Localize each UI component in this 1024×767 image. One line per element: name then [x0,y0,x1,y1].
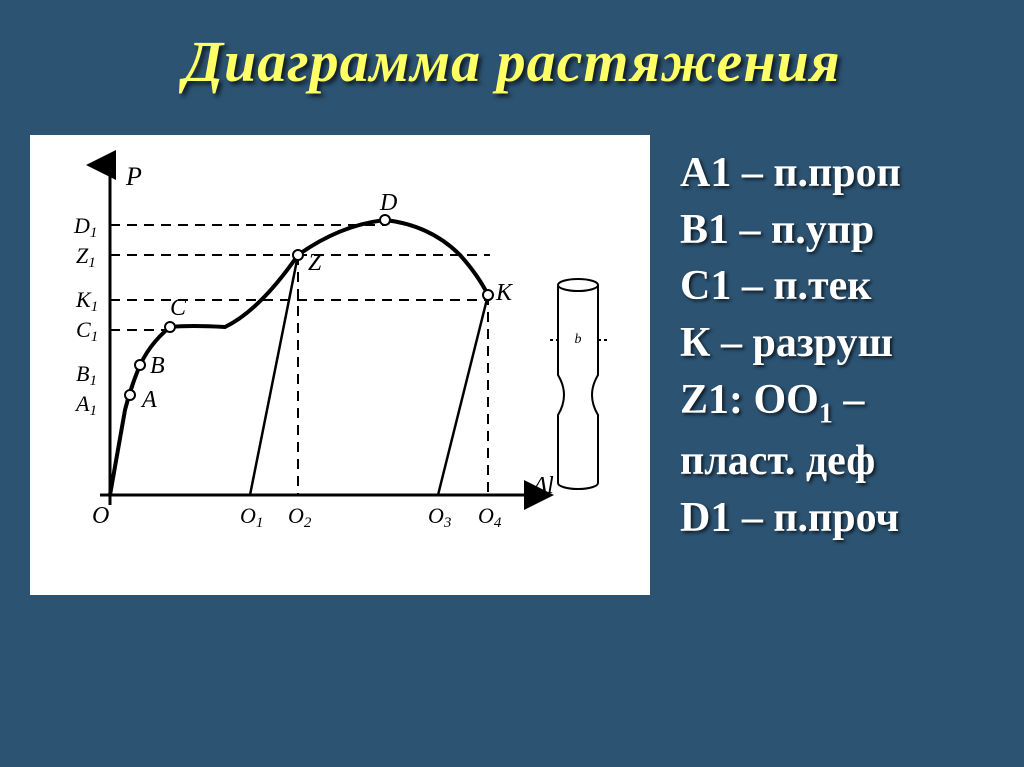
unload-lines [250,255,488,495]
label-C: C [170,295,187,321]
x-axis-label: Δl [532,473,554,499]
label-C1: C1 [76,317,98,345]
legend-line-plast: пласт. деф [680,433,1004,490]
legend-z1-suffix: – [833,377,865,423]
label-O4: O4 [478,503,502,531]
legend-line-C1: С1 – п.тек [680,258,1004,315]
dashed-horizontal-lines [110,225,490,330]
dashed-vertical-lines [298,255,488,495]
label-Z: Z [308,250,322,276]
legend-line-A1: А1 – п.проп [680,145,1004,202]
label-K: K [495,280,514,306]
legend-line-Z1: Z1: ОО1 – [680,372,1004,433]
legend-line-D1: D1 – п.проч [680,490,1004,547]
legend-z1-prefix: Z1: ОО [680,377,819,423]
label-Z1: Z1 [76,243,96,271]
label-D1: D1 [73,213,97,241]
label-D: D [379,190,397,216]
label-O2: O2 [288,503,312,531]
label-A: A [140,387,157,413]
label-O1: O1 [240,503,263,531]
legend-line-B1: В1 – п.упр [680,202,1004,259]
label-B1: B1 [76,361,97,389]
origin-label: O [92,503,109,529]
content-area: A B C Z D K D1 Z1 K1 C1 B1 A1 P Δl O [0,135,1024,595]
label-K1: K1 [75,287,98,315]
legend-z1-sub: 1 [819,398,833,429]
stress-strain-diagram: A B C Z D K D1 Z1 K1 C1 B1 A1 P Δl O [30,135,650,595]
y-axis-label: P [125,162,142,191]
label-O3: O3 [428,503,451,531]
page-title: Диаграмма растяжения [0,0,1024,95]
legend-panel: А1 – п.проп В1 – п.упр С1 – п.тек К – ра… [650,135,1004,595]
curve-point-labels: A B C Z D K [140,190,514,413]
diagram-panel: A B C Z D K D1 Z1 K1 C1 B1 A1 P Δl O [30,135,650,595]
label-B: B [150,353,165,379]
x-tick-labels: O1 O2 O3 O4 [240,503,502,531]
label-A1: A1 [74,391,97,419]
svg-text:b: b [575,332,582,347]
legend-line-K: К – разруш [680,315,1004,372]
y-axis-labels: D1 Z1 K1 C1 B1 A1 [73,213,98,419]
specimen-icon: b [550,279,608,489]
